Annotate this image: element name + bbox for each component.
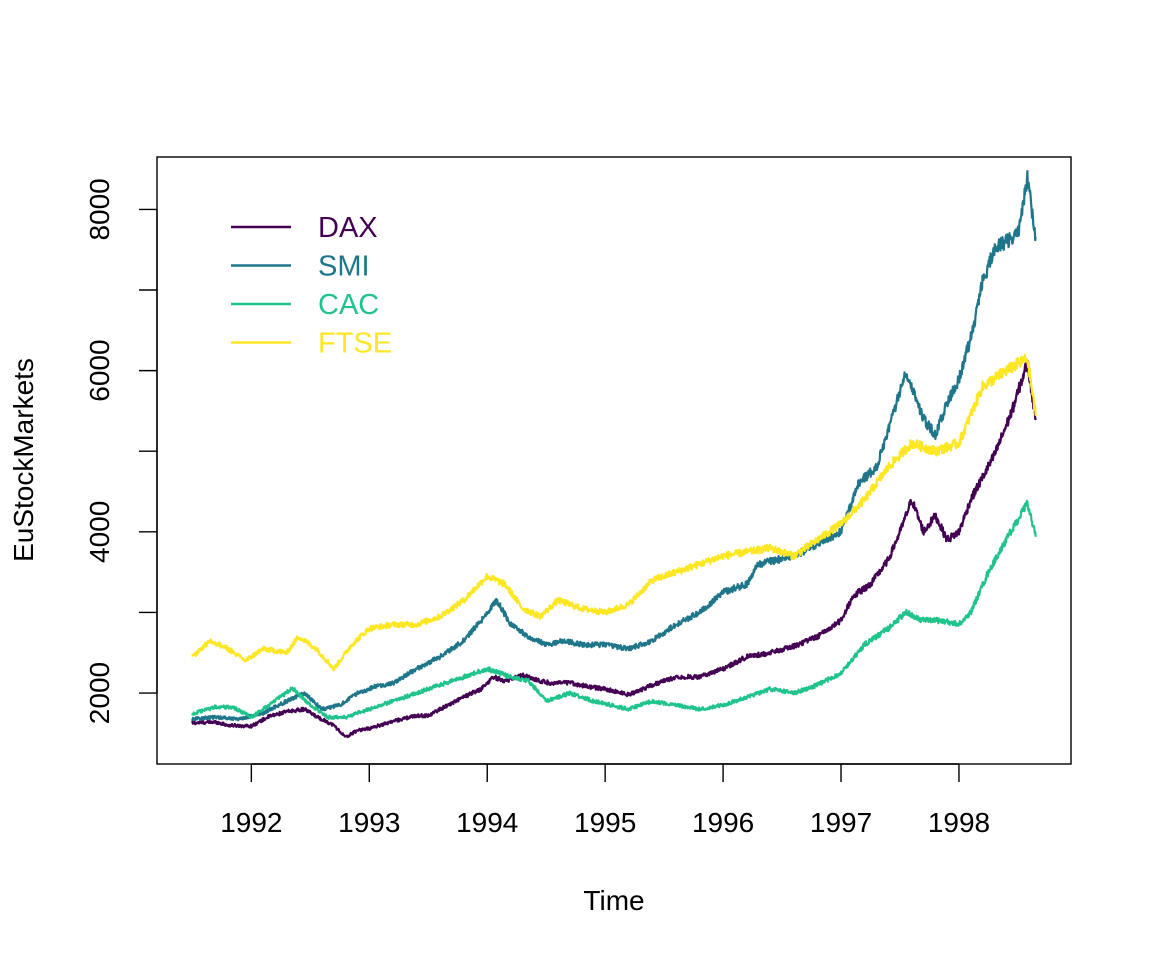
x-tick-label: 1997 [810,807,872,838]
x-axis-label: Time [583,885,644,916]
x-tick-label: 1995 [574,807,636,838]
y-axis-label: EuStockMarkets [8,358,39,562]
x-tick-label: 1998 [928,807,990,838]
series-line-ftse [191,353,1037,672]
series-line-cac [191,499,1037,720]
x-axis: 1992 1993 1994 1995 1996 1997 1998 [220,763,990,838]
series-line-dax [191,358,1037,739]
legend-label-cac: CAC [318,289,379,321]
y-tick-label: 6000 [84,339,115,401]
x-tick-label: 1992 [220,807,282,838]
x-tick-label: 1996 [692,807,754,838]
series-line-smi [191,170,1037,722]
legend-label-dax: DAX [318,212,378,244]
y-tick-label: 4000 [84,501,115,563]
y-tick-label: 2000 [84,662,115,724]
legend-label-smi: SMI [318,251,370,283]
plot-frame [156,156,1072,765]
y-tick-label: 8000 [84,178,115,240]
y-axis: 2000 4000 6000 8000 [84,178,158,724]
plot-lines [191,170,1037,739]
legend: DAX SMI CAC FTSE [231,212,392,360]
x-tick-label: 1994 [456,807,518,838]
legend-label-ftse: FTSE [318,328,392,360]
x-tick-label: 1993 [338,807,400,838]
